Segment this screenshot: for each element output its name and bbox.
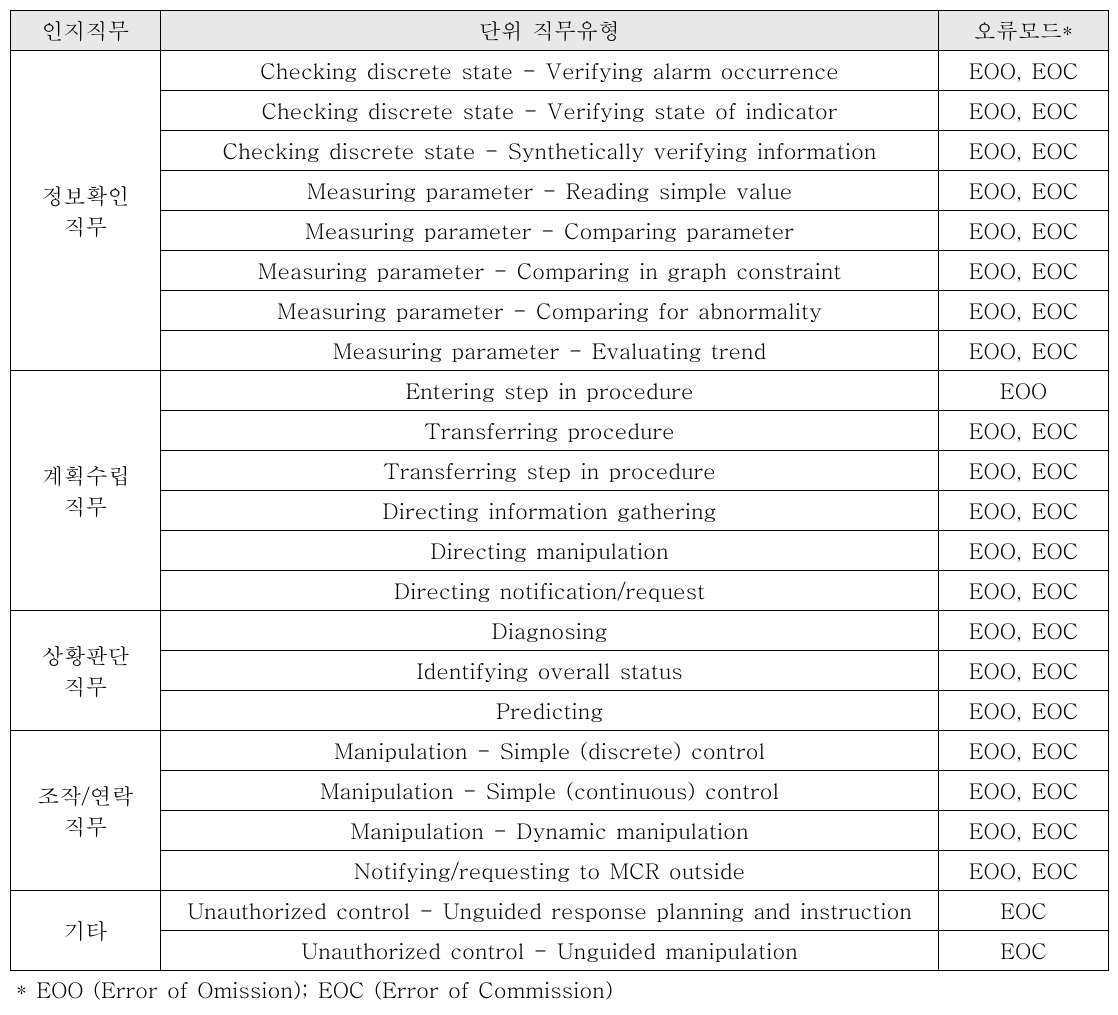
unit-task-cell: Measuring parameter - Evaluating trend [161, 331, 939, 371]
table-body: 정보확인직무Checking discrete state - Verifyin… [11, 51, 1109, 971]
unit-task-cell: Measuring parameter - Comparing paramete… [161, 211, 939, 251]
table-row: 기타Unauthorized control - Unguided respon… [11, 891, 1109, 931]
unit-task-cell: Directing manipulation [161, 531, 939, 571]
error-mode-cell: EOO, EOC [939, 531, 1109, 571]
table-row: Directing notification/requestEOO, EOC [11, 571, 1109, 611]
error-mode-cell: EOO, EOC [939, 51, 1109, 91]
unit-task-cell: Transferring procedure [161, 411, 939, 451]
unit-task-cell: Measuring parameter - Reading simple val… [161, 171, 939, 211]
table-row: Transferring step in procedureEOO, EOC [11, 451, 1109, 491]
error-mode-cell: EOO, EOC [939, 411, 1109, 451]
unit-task-cell: Manipulation - Dynamic manipulation [161, 811, 939, 851]
unit-task-cell: Transferring step in procedure [161, 451, 939, 491]
table-row: Transferring procedureEOO, EOC [11, 411, 1109, 451]
unit-task-cell: Checking discrete state - Verifying stat… [161, 91, 939, 131]
col-header-error-mode: 오류모드* [939, 11, 1109, 51]
error-mode-cell: EOO, EOC [939, 451, 1109, 491]
table-row: Measuring parameter - Reading simple val… [11, 171, 1109, 211]
error-mode-cell: EOO, EOC [939, 331, 1109, 371]
error-mode-cell: EOO, EOC [939, 171, 1109, 211]
error-mode-cell: EOO, EOC [939, 611, 1109, 651]
unit-task-cell: Notifying/requesting to MCR outside [161, 851, 939, 891]
table-row: Checking discrete state - Verifying stat… [11, 91, 1109, 131]
error-mode-cell: EOO, EOC [939, 211, 1109, 251]
group-label: 조작/연락직무 [11, 731, 161, 891]
error-mode-cell: EOO, EOC [939, 851, 1109, 891]
error-mode-cell: EOO, EOC [939, 291, 1109, 331]
table-row: Measuring parameter - Comparing paramete… [11, 211, 1109, 251]
table-row: Measuring parameter - Comparing for abno… [11, 291, 1109, 331]
error-mode-cell: EOO, EOC [939, 651, 1109, 691]
unit-task-cell: Unauthorized control - Unguided response… [161, 891, 939, 931]
table-row: Manipulation - Simple (continuous) contr… [11, 771, 1109, 811]
table-row: 조작/연락직무Manipulation - Simple (discrete) … [11, 731, 1109, 771]
table-row: Identifying overall statusEOO, EOC [11, 651, 1109, 691]
table-row: 상황판단직무DiagnosingEOO, EOC [11, 611, 1109, 651]
table-row: Notifying/requesting to MCR outsideEOO, … [11, 851, 1109, 891]
table-row: Measuring parameter - Evaluating trendEO… [11, 331, 1109, 371]
error-mode-cell: EOO, EOC [939, 731, 1109, 771]
unit-task-cell: Predicting [161, 691, 939, 731]
table-row: Directing manipulationEOO, EOC [11, 531, 1109, 571]
unit-task-cell: Manipulation - Simple (continuous) contr… [161, 771, 939, 811]
group-label: 정보확인직무 [11, 51, 161, 371]
unit-task-cell: Manipulation - Simple (discrete) control [161, 731, 939, 771]
error-mode-cell: EOO, EOC [939, 771, 1109, 811]
unit-task-cell: Directing notification/request [161, 571, 939, 611]
table-row: 계획수립직무Entering step in procedureEOO [11, 371, 1109, 411]
error-mode-cell: EOO, EOC [939, 131, 1109, 171]
col-header-cognitive-task: 인지직무 [11, 11, 161, 51]
table-header: 인지직무 단위 직무유형 오류모드* [11, 11, 1109, 51]
error-mode-cell: EOO, EOC [939, 571, 1109, 611]
error-mode-cell: EOO, EOC [939, 691, 1109, 731]
col-header-unit-task-type: 단위 직무유형 [161, 11, 939, 51]
unit-task-cell: Directing information gathering [161, 491, 939, 531]
error-mode-cell: EOO, EOC [939, 491, 1109, 531]
cognitive-task-table: 인지직무 단위 직무유형 오류모드* 정보확인직무Checking discre… [10, 10, 1109, 971]
footnote: * EOO (Error of Omission); EOC (Error of… [10, 971, 1108, 1005]
group-label: 계획수립직무 [11, 371, 161, 611]
unit-task-cell: Measuring parameter - Comparing for abno… [161, 291, 939, 331]
table-row: 정보확인직무Checking discrete state - Verifyin… [11, 51, 1109, 91]
table-row: Directing information gatheringEOO, EOC [11, 491, 1109, 531]
unit-task-cell: Identifying overall status [161, 651, 939, 691]
unit-task-cell: Measuring parameter - Comparing in graph… [161, 251, 939, 291]
table-row: Checking discrete state - Synthetically … [11, 131, 1109, 171]
error-mode-cell: EOO [939, 371, 1109, 411]
group-label: 기타 [11, 891, 161, 971]
error-mode-cell: EOO, EOC [939, 811, 1109, 851]
unit-task-cell: Diagnosing [161, 611, 939, 651]
unit-task-cell: Entering step in procedure [161, 371, 939, 411]
table-row: Measuring parameter - Comparing in graph… [11, 251, 1109, 291]
error-mode-cell: EOO, EOC [939, 91, 1109, 131]
unit-task-cell: Checking discrete state - Verifying alar… [161, 51, 939, 91]
unit-task-cell: Checking discrete state - Synthetically … [161, 131, 939, 171]
table-row: PredictingEOO, EOC [11, 691, 1109, 731]
group-label: 상황판단직무 [11, 611, 161, 731]
error-mode-cell: EOC [939, 891, 1109, 931]
table-row: Manipulation - Dynamic manipulationEOO, … [11, 811, 1109, 851]
error-mode-cell: EOO, EOC [939, 251, 1109, 291]
